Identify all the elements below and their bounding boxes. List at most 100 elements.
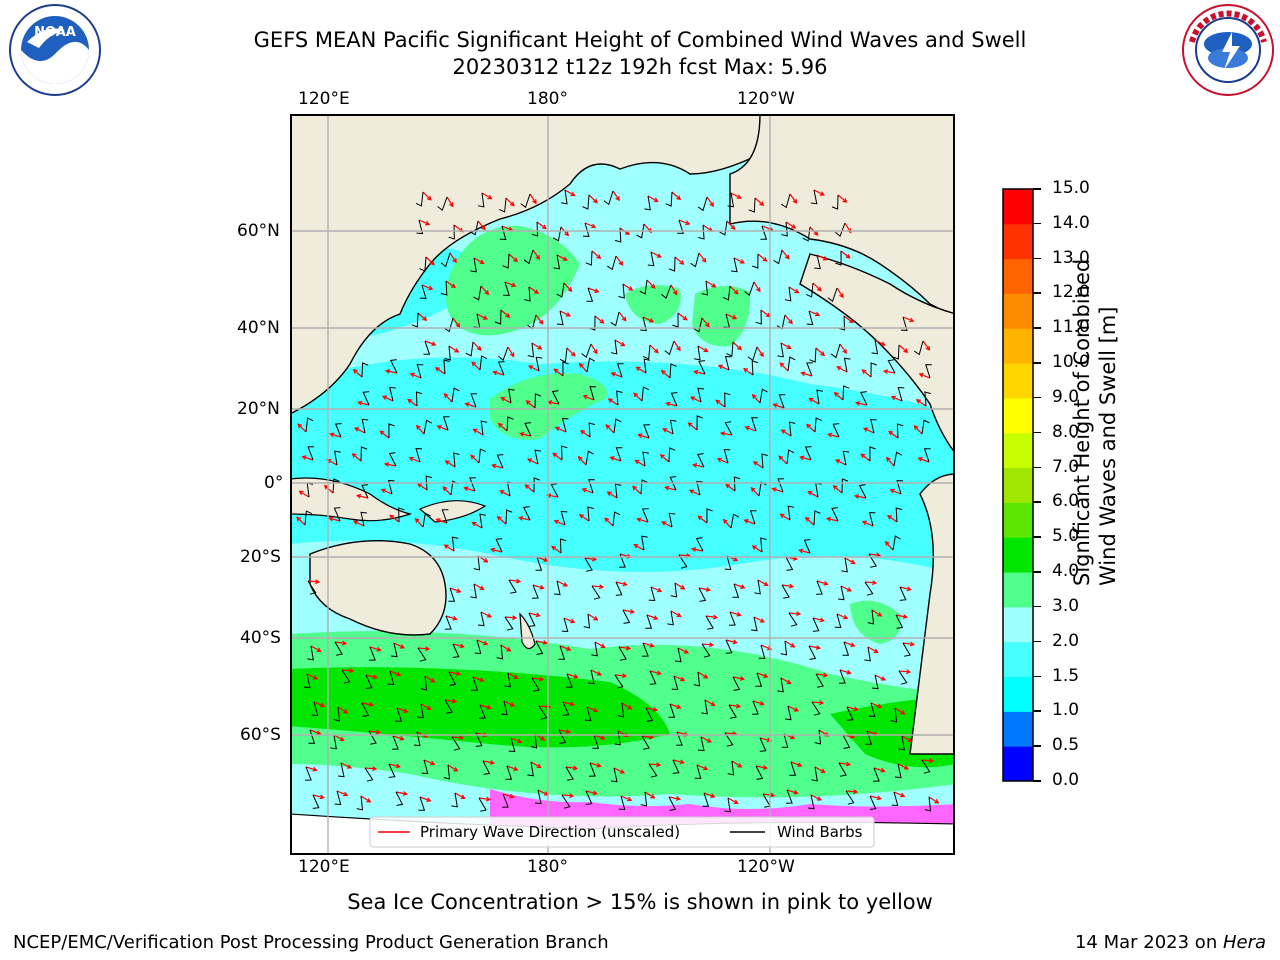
colorbar-segment [1003,711,1033,747]
wave-arrow-head [297,423,303,429]
wave-arrow [591,585,604,588]
wind-barb [482,760,491,775]
wave-arrow-head [693,369,699,375]
wave-arrow-head [456,588,462,593]
wave-arrow-head [788,319,793,325]
wind-barb [754,579,761,595]
wave-arrow [897,763,909,770]
wave-arrow [306,673,318,680]
wave-arrow-head [763,581,769,586]
left-tick-60s: 60°S [240,725,281,745]
colorbar-segment [1003,467,1033,503]
wind-barb [471,676,479,691]
wind-barb [668,256,676,272]
wind-barb [784,705,792,721]
wave-arrow [452,317,460,328]
wave-arrow-head [784,254,790,260]
wind-barb [334,641,343,656]
wind-barb [411,312,419,328]
wind-barb [871,339,879,355]
wind-barb [814,254,821,270]
wave-arrow-head [732,639,738,645]
wave-arrow-head [660,369,666,375]
wind-barb [361,362,369,378]
wave-arrow [744,519,756,525]
colorbar-tick-mark [1033,327,1041,329]
wind-barb [618,646,627,661]
wave-arrow [299,490,310,498]
wave-arrow-head [798,548,804,554]
wind-barb [697,387,705,403]
wave-arrow [588,194,598,203]
wave-arrow [444,544,455,552]
wave-arrow-head [876,795,882,801]
wave-arrow [874,339,885,346]
wind-barb [502,793,509,808]
wave-arrow-head [704,322,710,328]
wind-barb [442,416,450,431]
wind-barb [669,419,677,435]
wave-arrow [591,250,601,259]
wave-arrow [762,793,774,797]
wave-arrow-head [861,520,867,526]
wave-arrow [674,582,685,590]
wave-arrow-head [756,287,761,293]
wind-barb [724,797,731,813]
wind-barb [587,669,595,685]
wave-arrow-head [320,702,326,708]
wave-arrow [447,764,458,772]
wave-arrow-head [366,798,372,803]
wind-barb [728,704,737,719]
wave-arrow [728,704,740,708]
wave-arrow [445,280,456,288]
wave-arrow [732,341,742,350]
wave-arrow [902,316,914,322]
wave-arrow-head [492,370,498,376]
wave-arrow-head [534,289,540,294]
wave-arrow [379,430,390,439]
wave-arrow-head [832,485,838,490]
wind-barb [474,639,482,655]
wave-arrow-head [551,545,557,551]
wave-arrow [615,581,627,586]
wave-arrow-head [780,429,786,434]
wave-arrow-head [414,517,420,523]
colorbar-tick-mark [1033,501,1041,503]
wind-barb [415,391,423,407]
wave-arrow [529,193,537,204]
wind-barb [588,479,595,494]
wind-barb [816,389,823,405]
wave-arrow [354,427,366,434]
wave-arrow [837,194,847,203]
wave-arrow [731,760,742,768]
wind-barb [387,670,395,686]
wave-arrow [661,521,673,528]
wave-arrow [340,762,352,769]
wave-arrow [409,457,421,463]
wave-arrow-head [379,430,385,436]
wind-barb [640,479,648,495]
wave-arrow [801,372,813,377]
wind-barb [305,417,314,433]
wave-arrow [780,342,791,349]
wave-arrow [388,763,400,768]
wave-arrow [697,345,708,353]
wave-arrow-head [425,220,431,226]
colorbar-segment [1003,223,1033,260]
wind-barb [419,284,427,299]
wind-barb [640,791,648,807]
wave-arrow-head [538,676,545,682]
wave-arrow-head [733,556,739,562]
wave-arrow [547,494,559,498]
wind-barb [535,356,543,372]
wave-arrow [874,674,886,681]
wave-arrow-head [842,348,848,355]
wave-arrow-head [485,796,492,802]
wave-arrow-head [610,372,616,377]
wave-arrow [745,426,757,432]
wave-arrow-head [463,486,469,492]
wave-arrow [612,190,620,201]
wave-arrow [587,287,599,293]
wave-arrow-head [449,202,454,208]
wave-arrow-head [455,671,462,676]
